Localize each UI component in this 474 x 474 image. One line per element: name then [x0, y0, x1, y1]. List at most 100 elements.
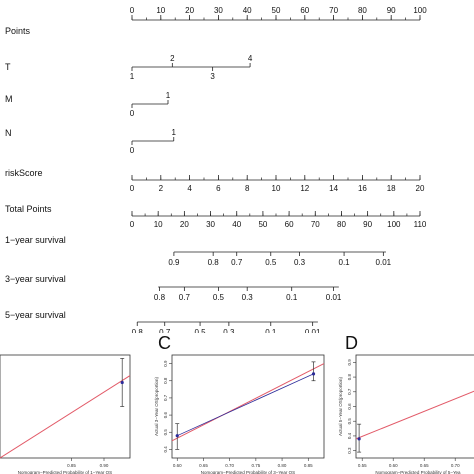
tick-label-riskscore: 12 [300, 184, 309, 193]
y-tick-label: 0.4 [347, 432, 352, 439]
row-label-total-points: Total Points [5, 204, 52, 214]
tick-label-3-year-survival: 0.01 [326, 293, 342, 302]
panel-label-d: D [345, 333, 358, 353]
tick-label-3-year-survival: 0.1 [286, 293, 298, 302]
row-label-n: N [5, 128, 12, 138]
y-axis-label: Actual 3−Year OS(proportion) [154, 377, 159, 436]
tick-label-total-points: 20 [180, 220, 189, 229]
tick-label-points: 0 [130, 6, 135, 15]
calibration-point [357, 437, 361, 441]
tick-label-points: 50 [272, 6, 281, 15]
tick-label-1-year-survival: 0.01 [376, 258, 392, 267]
calibration-svg: 0.60 0.65 0.70 0.75 0.80 0.85 0.4 0.5 0.6 0.7 0.8 0… [154, 354, 325, 474]
row-label-1-year-survival: 1−year survival [5, 235, 66, 245]
plot-frame [171, 354, 325, 459]
tick-label-riskscore: 10 [272, 184, 281, 193]
level-label-t: 1 [130, 72, 135, 81]
tick-label-5-year-survival: 0.1 [265, 328, 277, 333]
tick-label-5-year-survival: 0.7 [159, 328, 171, 333]
tick-label-points: 80 [358, 6, 367, 15]
x-tick-label: 0.75 [251, 463, 260, 468]
row-label-riskscore: riskScore [5, 168, 43, 178]
x-axis-label: Nomogram−Predicted Probability of 1−Year… [18, 470, 112, 474]
x-tick-label: 0.65 [199, 463, 208, 468]
tick-label-riskscore: 2 [159, 184, 164, 193]
tick-label-riskscore: 20 [416, 184, 425, 193]
y-tick-label: 0.4 [163, 446, 168, 453]
level-label-n: 0 [130, 146, 135, 155]
tick-label-riskscore: 18 [387, 184, 396, 193]
x-tick-label: 0.85 [304, 463, 313, 468]
tick-label-3-year-survival: 0.5 [213, 293, 225, 302]
y-tick-label: 0.8 [163, 377, 168, 384]
x-tick-label: 0.85 [67, 463, 76, 468]
tick-label-1-year-survival: 0.1 [339, 258, 351, 267]
tick-label-points: 30 [214, 6, 223, 15]
y-tick-label: 0.7 [163, 394, 168, 401]
tick-label-points: 20 [185, 6, 194, 15]
tick-label-total-points: 60 [285, 220, 294, 229]
tick-label-total-points: 30 [206, 220, 215, 229]
tick-label-riskscore: 4 [187, 184, 192, 193]
x-tick-label: 0.55 [358, 463, 367, 468]
ideal-line [171, 363, 325, 442]
tick-label-points: 100 [413, 6, 427, 15]
calibration-panel-5-year: 0.55 0.60 0.65 0.70 0.3 0.4 0.5 0.6 0.7 0.8 0.9 Act… [330, 333, 474, 474]
level-label-n: 1 [172, 128, 177, 137]
x-tick-label: 0.70 [451, 463, 460, 468]
tick-label-1-year-survival: 0.7 [231, 258, 243, 267]
tick-label-total-points: 0 [130, 220, 135, 229]
x-tick-label: 0.60 [173, 463, 182, 468]
tick-label-total-points: 80 [337, 220, 346, 229]
tick-label-points: 10 [156, 6, 165, 15]
tick-label-5-year-survival: 0.5 [195, 328, 207, 333]
tick-label-riskscore: 16 [358, 184, 367, 193]
y-tick-label: 0.5 [347, 418, 352, 425]
x-tick-label: 0.80 [278, 463, 287, 468]
tick-label-1-year-survival: 0.5 [265, 258, 277, 267]
tick-label-1-year-survival: 0.3 [294, 258, 306, 267]
y-tick-label: 0.8 [347, 373, 352, 380]
level-label-t: 4 [248, 54, 253, 63]
calibration-point [175, 434, 179, 438]
calibration-point [120, 380, 124, 385]
calibration-line [177, 373, 314, 437]
tick-label-total-points: 100 [387, 220, 401, 229]
tick-label-total-points: 10 [154, 220, 163, 229]
tick-label-1-year-survival: 0.8 [208, 258, 220, 267]
tick-label-riskscore: 8 [245, 184, 250, 193]
tick-label-points: 40 [243, 6, 252, 15]
tick-label-5-year-survival: 0.01 [305, 328, 321, 333]
calibration-point [311, 372, 316, 376]
y-tick-label: 0.6 [163, 411, 168, 418]
tick-label-total-points: 50 [258, 220, 267, 229]
x-axis-label: Nomogram−Predicted Probability of 5−Yea [375, 470, 461, 474]
y-tick-label: 0.6 [347, 403, 352, 410]
row-label-points: Points [5, 26, 31, 36]
tick-label-5-year-survival: 0.3 [223, 328, 235, 333]
calibration-panel-1-year: 0.85 0.90 Nomogram−Predicted Probability o… [0, 333, 139, 474]
x-tick-label: 0.90 [100, 463, 109, 468]
ideal-line [355, 390, 474, 440]
tick-label-points: 90 [387, 6, 396, 15]
tick-label-riskscore: 6 [216, 184, 221, 193]
tick-label-total-points: 40 [232, 220, 241, 229]
y-tick-label: 0.9 [163, 360, 168, 367]
ideal-line [0, 375, 131, 459]
y-axis-label: Actual 5−Year OS(proportion) [338, 377, 343, 436]
x-tick-label: 0.60 [389, 463, 398, 468]
tick-label-3-year-survival: 0.7 [179, 293, 191, 302]
tick-label-points: 60 [300, 6, 309, 15]
tick-label-total-points: 110 [414, 220, 427, 229]
tick-label-5-year-survival: 0.8 [132, 328, 144, 333]
y-tick-label: 0.3 [347, 447, 352, 454]
level-label-m: 1 [166, 91, 171, 100]
x-axis-label: Nomogram−Predicted Probability of 3−Year… [201, 470, 295, 474]
row-label-t: T [5, 62, 11, 72]
calibration-svg: 0.55 0.60 0.65 0.70 0.3 0.4 0.5 0.6 0.7 0.8 0.9 Act… [338, 354, 474, 474]
row-label-m: M [5, 94, 13, 104]
tick-label-points: 70 [329, 6, 338, 15]
x-tick-label: 0.70 [225, 463, 234, 468]
plot-frame [355, 354, 474, 459]
